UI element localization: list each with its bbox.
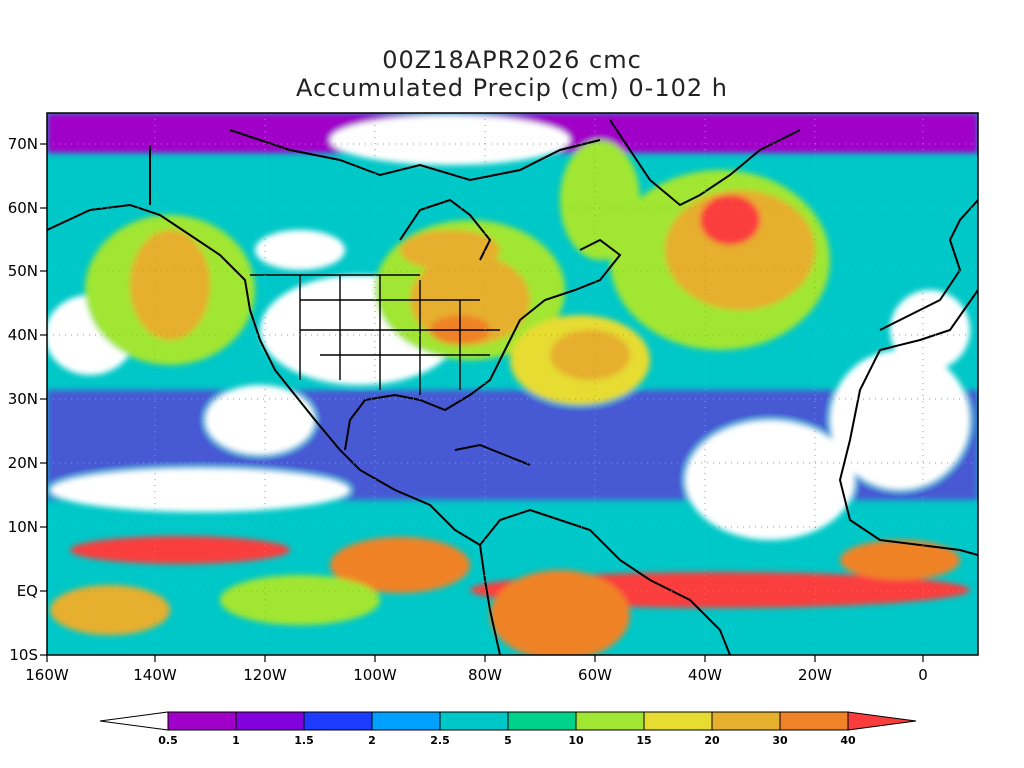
lon-label: 160W bbox=[25, 666, 69, 684]
colorbar-swatch bbox=[167, 711, 237, 731]
lon-label: 120W bbox=[243, 666, 287, 684]
colorbar-label: 40 bbox=[840, 734, 856, 747]
map-frame bbox=[46, 112, 979, 656]
lat-lon-grid bbox=[47, 113, 978, 655]
colorbar-swatch bbox=[507, 711, 577, 731]
colorbar-label: 2.5 bbox=[430, 734, 450, 747]
colorbar-label: 20 bbox=[704, 734, 720, 747]
colorbar-swatch bbox=[439, 711, 509, 731]
colorbar-label: 0.5 bbox=[158, 734, 178, 747]
lat-label: 70N bbox=[8, 135, 38, 153]
colorbar-label: 2 bbox=[368, 734, 376, 747]
colorbar-label: 10 bbox=[568, 734, 584, 747]
lat-label: 30N bbox=[8, 390, 38, 408]
colorbar-swatch bbox=[303, 711, 373, 731]
lat-label: 20N bbox=[8, 454, 38, 472]
lat-label: 50N bbox=[8, 262, 38, 280]
axis-ticks bbox=[40, 143, 924, 662]
map-title-field: Accumulated Precip (cm) 0-102 h bbox=[296, 74, 728, 102]
precip-field bbox=[47, 113, 978, 655]
colorbar-label: 30 bbox=[772, 734, 788, 747]
colorbar: 0.5 1 1.5 2 2.5 5 10 15 20 30 40 bbox=[99, 711, 917, 747]
lat-label: EQ bbox=[17, 582, 38, 600]
lon-label: 20W bbox=[798, 666, 832, 684]
lon-label: 60W bbox=[578, 666, 612, 684]
colorbar-swatch bbox=[575, 711, 645, 731]
colorbar-swatch bbox=[235, 711, 305, 731]
lon-label: 0 bbox=[918, 666, 928, 684]
colorbar-label: 15 bbox=[636, 734, 651, 747]
colorbar-swatch bbox=[643, 711, 713, 731]
lat-label: 10N bbox=[8, 518, 38, 536]
lon-label: 40W bbox=[688, 666, 722, 684]
lat-label: 40N bbox=[8, 326, 38, 344]
colorbar-swatch bbox=[779, 711, 849, 731]
colorbar-label: 1 bbox=[232, 734, 240, 747]
lon-label: 140W bbox=[133, 666, 177, 684]
map-title-date-model: 00Z18APR2026 cmc bbox=[382, 46, 642, 74]
colorbar-lower-arrow bbox=[99, 711, 169, 731]
lat-label: 60N bbox=[8, 199, 38, 217]
lon-label: 100W bbox=[353, 666, 397, 684]
coastlines bbox=[47, 119, 978, 655]
colorbar-label: 5 bbox=[504, 734, 512, 747]
lat-label: 10S bbox=[9, 646, 38, 664]
lon-label: 80W bbox=[468, 666, 502, 684]
colorbar-upper-arrow bbox=[847, 711, 917, 731]
colorbar-swatch bbox=[711, 711, 781, 731]
colorbar-label: 1.5 bbox=[294, 734, 314, 747]
colorbar-swatch bbox=[371, 711, 441, 731]
